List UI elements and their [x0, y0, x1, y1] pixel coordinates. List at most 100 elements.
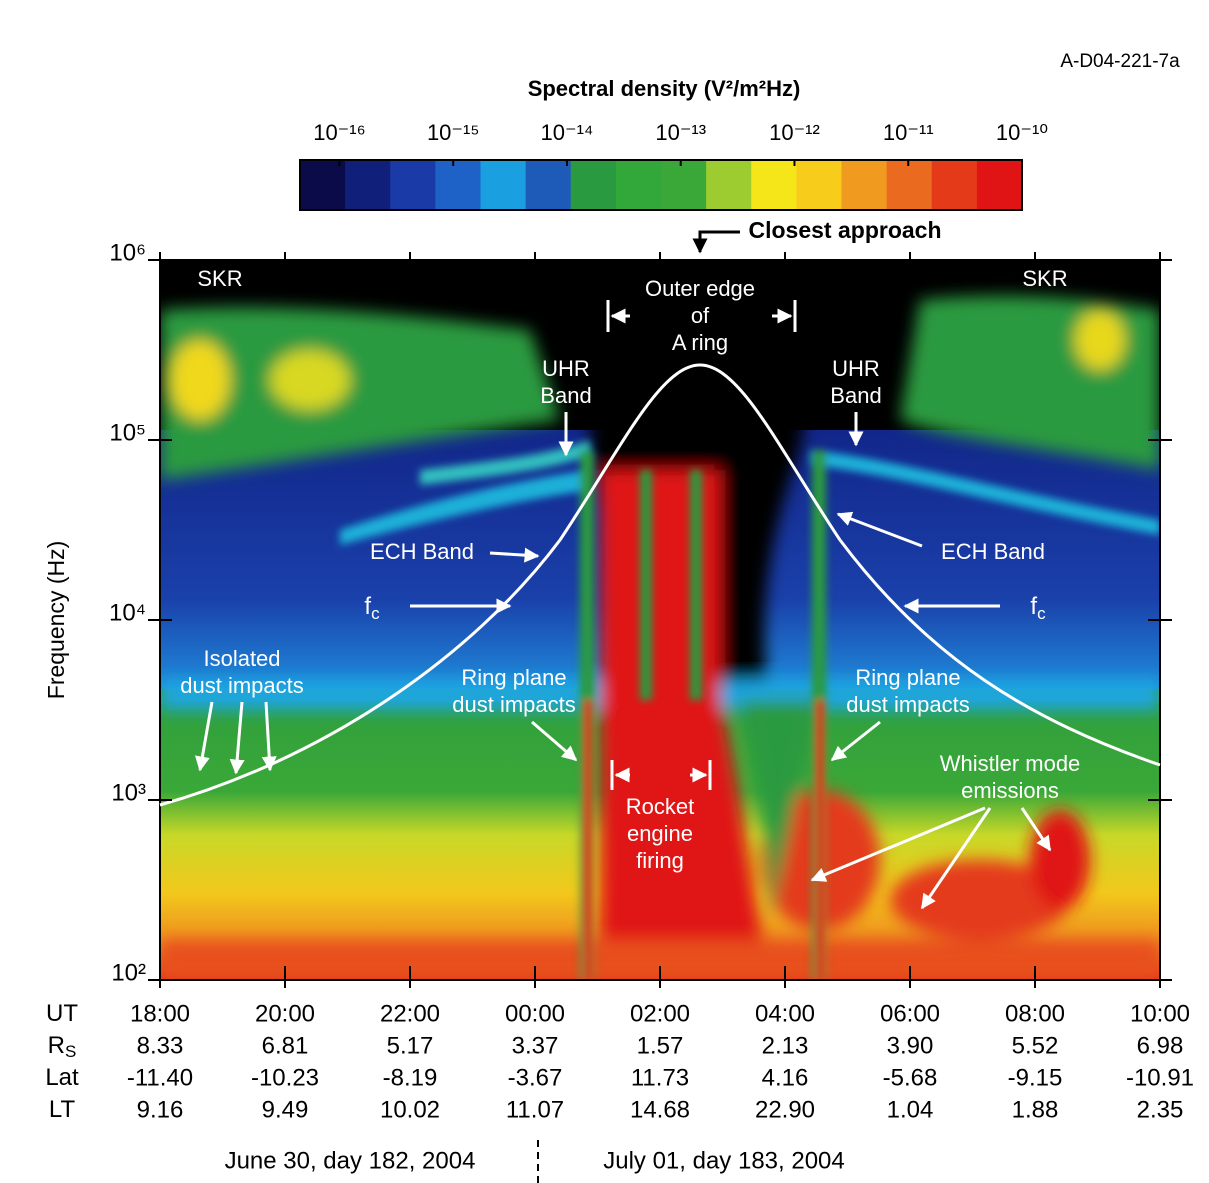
colorbar-tick-label: 10⁻¹⁰ [996, 120, 1048, 145]
annotation-text: of [691, 303, 710, 328]
annotation-text: f [364, 593, 371, 620]
table-cell: 5.17 [387, 1032, 434, 1059]
annotation: dust impacts [846, 692, 970, 717]
colorbar-segment [976, 160, 1023, 210]
colorbar-tick-label: 10⁻¹⁴ [541, 120, 594, 145]
colorbar-tick-label: 10⁻¹¹ [883, 120, 934, 145]
row-label-text: LT [49, 1096, 76, 1123]
colorbar-segment [570, 160, 617, 210]
colorbar-segment [480, 160, 527, 210]
annotation: fc [364, 593, 380, 623]
annotation-text: SKR [197, 266, 242, 291]
annotation-text: A ring [672, 330, 728, 355]
annotation: Ring plane [855, 665, 960, 690]
annotation: fc [1030, 593, 1046, 623]
colorbar-segment [300, 160, 346, 210]
annotation-text: SKR [1022, 266, 1067, 291]
table-cell: -9.15 [1008, 1064, 1063, 1091]
colorbar-segment [345, 160, 391, 210]
table-cell: 04:00 [755, 1000, 815, 1027]
annotation-text: Whistler mode [940, 751, 1081, 776]
y-tick-label: 10³ [111, 779, 146, 806]
colorbar-segment [615, 160, 662, 210]
date-label: July 01, day 183, 2004 [603, 1147, 845, 1174]
annotation-text: ECH Band [370, 539, 474, 564]
annotation-text: dust impacts [452, 692, 576, 717]
table-cell: 4.16 [762, 1064, 809, 1091]
colorbar-segment [931, 160, 978, 210]
table-cell: 9.49 [262, 1096, 309, 1123]
row-label-text: R [48, 1032, 65, 1059]
y-tick-label: 10⁶ [109, 239, 146, 266]
y-tick-label: 10⁴ [109, 599, 146, 626]
table-cell: 11.73 [631, 1064, 689, 1091]
annotation: Isolated [203, 646, 280, 671]
annotation: dust impacts [180, 673, 304, 698]
figure-id: A-D04-221-7a [1060, 51, 1180, 72]
annotation: firing [636, 848, 684, 873]
table-cell: 06:00 [880, 1000, 940, 1027]
annotation-text: Ring plane [855, 665, 960, 690]
annotation: emissions [961, 778, 1059, 803]
annotation: A ring [672, 330, 728, 355]
annotation: SKR [1022, 266, 1067, 291]
table-cell: 22.90 [755, 1096, 815, 1123]
annotation: dust impacts [452, 692, 576, 717]
colorbar-tick-label: 10⁻¹³ [655, 120, 706, 145]
annotation-text: UHR [542, 356, 590, 381]
colorbar-segment [390, 160, 436, 210]
spectrogram-image [160, 260, 1160, 980]
table-cell: 6.81 [262, 1032, 309, 1059]
table-cell: 1.57 [637, 1032, 684, 1059]
table-cell: 6.98 [1137, 1032, 1184, 1059]
y-tick-label: 10² [111, 959, 146, 986]
annotation: Ring plane [461, 665, 566, 690]
table-cell: 8.33 [137, 1032, 184, 1059]
row-label: RS [48, 1032, 77, 1061]
annotation-text: Isolated [203, 646, 280, 671]
annotation-text: dust impacts [180, 673, 304, 698]
colorbar-segment [886, 160, 933, 210]
annotation-text: Outer edge [645, 276, 755, 301]
table-cell: 08:00 [1005, 1000, 1065, 1027]
annotation-text: firing [636, 848, 684, 873]
colorbar-segment [661, 160, 707, 210]
fc-curve [159, 363, 1161, 807]
annotation: Whistler mode [940, 751, 1081, 776]
table-cell: -5.68 [883, 1064, 938, 1091]
colorbar-segment [435, 160, 481, 210]
table-cell: 5.52 [1012, 1032, 1059, 1059]
annotation-text: UHR [832, 356, 880, 381]
table-cell: 1.88 [1012, 1096, 1059, 1123]
table-cell: 2.13 [762, 1032, 809, 1059]
table-cell: -10.23 [251, 1064, 319, 1091]
colorbar-segment [751, 160, 797, 210]
annotation: engine [627, 821, 693, 846]
row-label-text: UT [46, 1000, 78, 1027]
row-label-text: Lat [45, 1064, 79, 1091]
table-cell: 3.90 [887, 1032, 934, 1059]
colorbar-frame [299, 159, 1023, 211]
table-cell: 10.02 [380, 1096, 440, 1123]
annotation-text: emissions [961, 778, 1059, 803]
annotation: UHR [542, 356, 590, 381]
annotation-text: dust impacts [846, 692, 970, 717]
colorbar-segment [841, 160, 888, 210]
annotation-subscript: c [1037, 604, 1046, 623]
table-cell: 3.37 [512, 1032, 559, 1059]
colorbar-segment [525, 160, 572, 210]
annotation: ECH Band [370, 539, 474, 564]
annotation-text: Closest approach [749, 217, 942, 243]
row-label: Lat [45, 1064, 79, 1091]
table-cell: 20:00 [255, 1000, 315, 1027]
y-axis-label: Frequency (Hz) [43, 541, 69, 699]
annotation-text: Band [540, 383, 591, 408]
annotation: Band [540, 383, 591, 408]
annotation-text: Ring plane [461, 665, 566, 690]
annotation-text: ECH Band [941, 539, 1045, 564]
annotation: Outer edge [645, 276, 755, 301]
annotation-text: f [1030, 593, 1037, 620]
y-tick-label: 10⁵ [109, 419, 146, 446]
annotation: ECH Band [941, 539, 1045, 564]
